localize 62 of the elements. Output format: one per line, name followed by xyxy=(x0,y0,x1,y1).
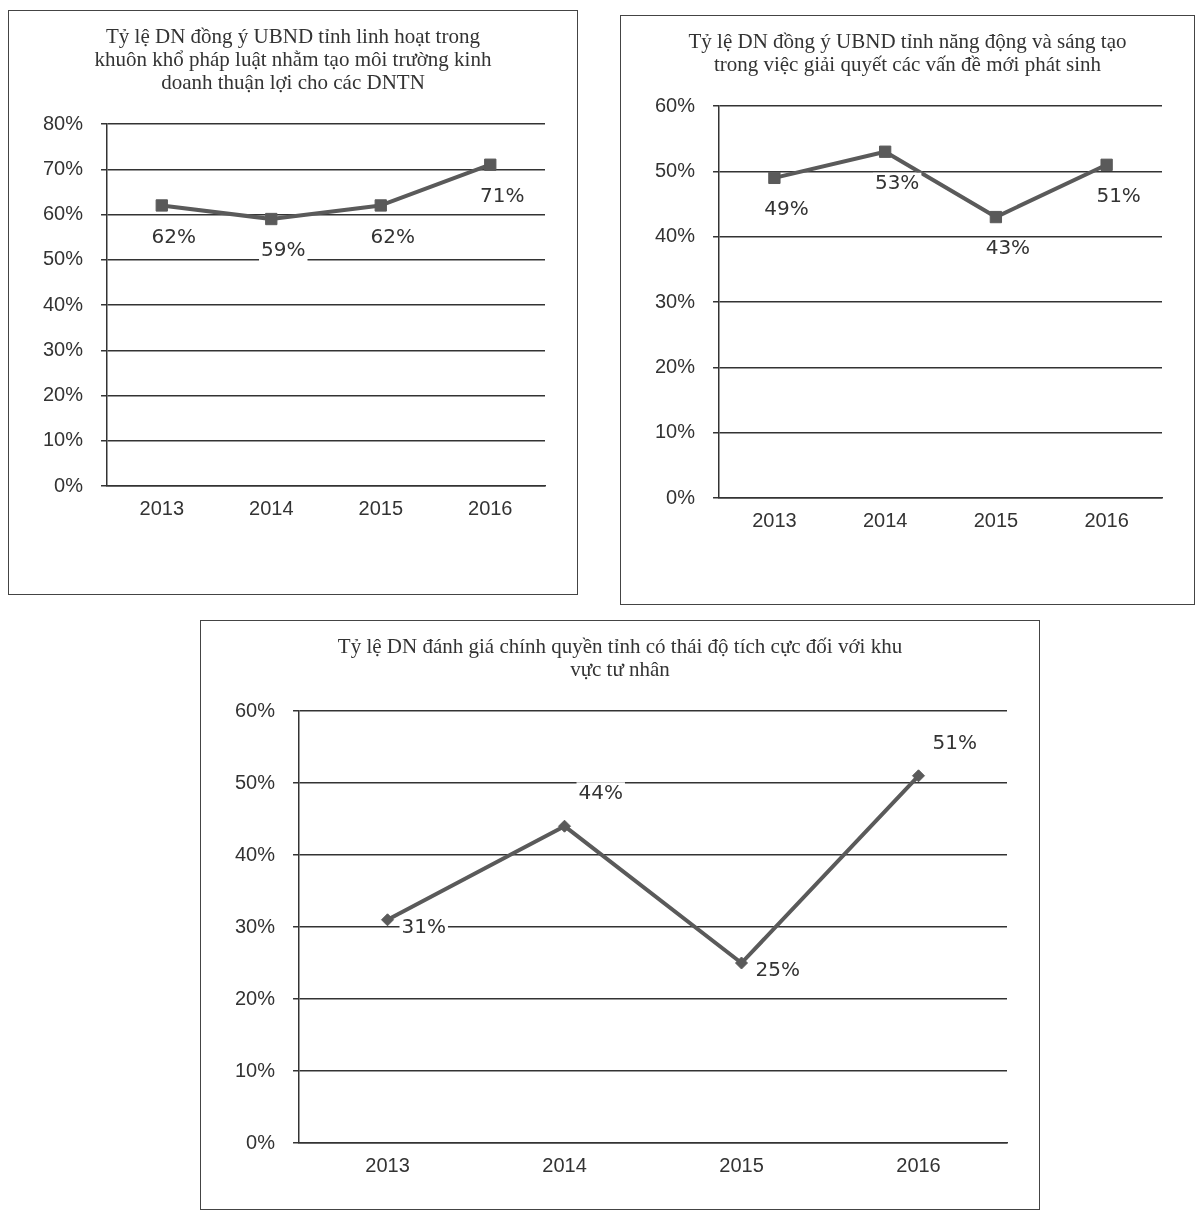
y-tick-label: 0% xyxy=(54,473,84,496)
y-tick-label: 50% xyxy=(235,770,276,793)
point xyxy=(155,199,168,212)
data-label: 31% xyxy=(401,914,446,939)
point xyxy=(735,956,749,970)
point xyxy=(768,171,781,185)
y-tick-label: 60% xyxy=(43,202,84,225)
point xyxy=(484,158,497,172)
point xyxy=(374,199,387,212)
x-tick-label: 2016 xyxy=(896,1153,941,1176)
y-tick-label: 20% xyxy=(43,383,84,406)
y-tick-label: 50% xyxy=(655,159,696,182)
y-tick-label: 80% xyxy=(43,111,84,134)
point xyxy=(912,769,925,783)
point xyxy=(558,819,572,833)
y-tick-label: 10% xyxy=(235,1058,276,1081)
x-tick-label: 2013 xyxy=(752,508,797,531)
y-tick-label: 10% xyxy=(655,420,696,443)
x-tick-label: 2016 xyxy=(468,496,513,519)
point xyxy=(878,145,892,159)
y-tick-label: 20% xyxy=(235,986,276,1009)
chart-title: Tỷ lệ DN đồng ý UBND tỉnh năng động và sáng tạo trong việc giải quyết các vấn đề mới phát sinh xyxy=(687,29,1128,77)
data-label: 51% xyxy=(1096,183,1141,208)
data-label: 49% xyxy=(764,196,809,221)
chart-title: Tỷ lệ DN đồng ý UBND tỉnh linh hoạt trong khuôn khổ pháp luật nhằm tạo môi trường kinh doanh thuận lợi cho các DNTN xyxy=(93,24,493,95)
data-label: 25% xyxy=(755,957,800,982)
chart-title: Tỷ lệ DN đánh giá chính quyền tỉnh có thái độ tích cực đối với khu vực tư nhân xyxy=(336,634,904,682)
x-tick-label: 2014 xyxy=(249,496,294,519)
data-label: 53% xyxy=(874,170,920,195)
y-tick-label: 0% xyxy=(246,1130,276,1153)
y-tick-label: 40% xyxy=(655,224,696,247)
data-label: 43% xyxy=(985,235,1031,260)
data-label: 59% xyxy=(261,237,306,262)
y-tick-label: 40% xyxy=(43,292,84,315)
data-label: 44% xyxy=(578,780,623,805)
data-label: 62% xyxy=(151,223,196,248)
x-tick-label: 2015 xyxy=(719,1153,764,1176)
x-tick-label: 2014 xyxy=(542,1153,587,1176)
data-label: 62% xyxy=(370,223,415,248)
y-tick-label: 0% xyxy=(666,485,696,508)
point xyxy=(1100,158,1113,172)
x-tick-label: 2013 xyxy=(139,496,185,519)
x-tick-label: 2014 xyxy=(862,508,908,531)
y-tick-label: 10% xyxy=(43,428,84,451)
point xyxy=(989,211,1003,224)
data-label: 71% xyxy=(480,183,525,208)
x-tick-label: 2015 xyxy=(973,508,1019,531)
x-tick-label: 2013 xyxy=(365,1153,410,1176)
y-tick-label: 50% xyxy=(43,247,84,270)
x-tick-label: 2016 xyxy=(1084,508,1129,531)
y-tick-label: 30% xyxy=(655,289,696,312)
y-tick-label: 20% xyxy=(655,355,696,378)
y-tick-label: 70% xyxy=(43,157,84,180)
point xyxy=(265,213,278,226)
point xyxy=(381,913,395,927)
y-tick-label: 40% xyxy=(235,842,276,865)
y-tick-label: 60% xyxy=(235,698,276,721)
y-tick-label: 30% xyxy=(235,914,276,937)
y-tick-label: 30% xyxy=(43,338,84,361)
x-tick-label: 2015 xyxy=(358,496,404,519)
data-label: 51% xyxy=(932,730,977,755)
y-tick-label: 60% xyxy=(655,93,696,116)
